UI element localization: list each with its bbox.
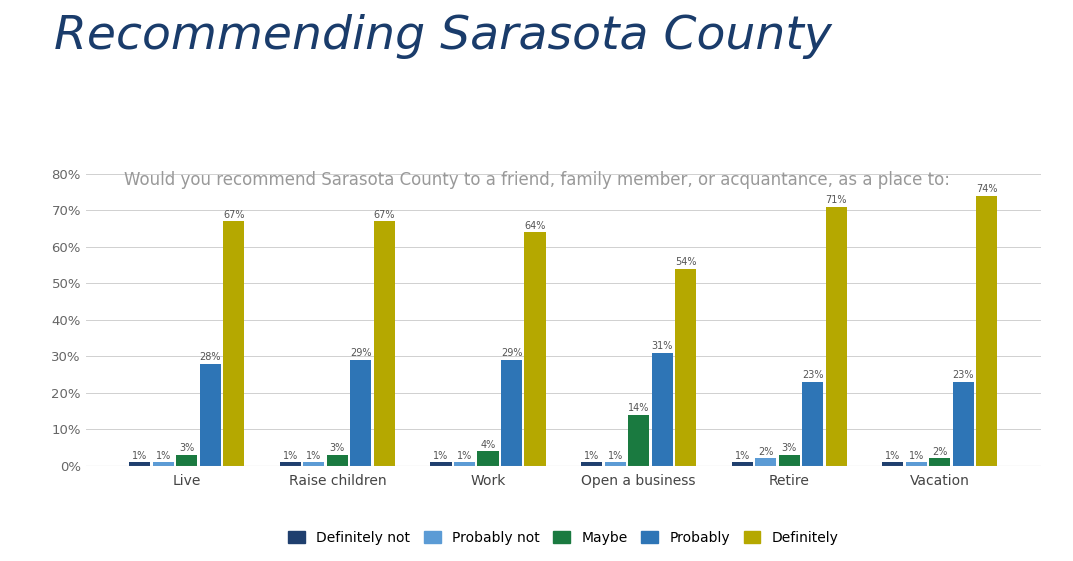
- Bar: [825, 206, 847, 466]
- Bar: [929, 458, 951, 466]
- Bar: [152, 462, 174, 466]
- Text: 1%: 1%: [885, 450, 900, 461]
- Text: 64%: 64%: [525, 221, 546, 231]
- Bar: [304, 462, 324, 466]
- Bar: [651, 353, 673, 466]
- Text: 2%: 2%: [932, 447, 947, 457]
- Bar: [327, 454, 348, 466]
- Text: 1%: 1%: [735, 450, 750, 461]
- Bar: [373, 221, 395, 466]
- Text: Would you recommend Sarasota County to a friend, family member, or acquantance, : Would you recommend Sarasota County to a…: [123, 171, 950, 189]
- Text: 1%: 1%: [306, 450, 322, 461]
- Bar: [200, 364, 221, 466]
- Text: 23%: 23%: [953, 370, 974, 380]
- Bar: [755, 458, 776, 466]
- Text: 1%: 1%: [132, 450, 147, 461]
- Bar: [803, 381, 823, 466]
- Bar: [501, 360, 523, 466]
- Bar: [129, 462, 150, 466]
- Bar: [280, 462, 302, 466]
- Text: 14%: 14%: [628, 403, 649, 413]
- Text: 3%: 3%: [179, 443, 194, 453]
- Bar: [732, 462, 753, 466]
- Text: 1%: 1%: [607, 450, 622, 461]
- Bar: [906, 462, 927, 466]
- Text: 54%: 54%: [675, 257, 696, 267]
- Bar: [477, 451, 499, 466]
- Text: 1%: 1%: [156, 450, 171, 461]
- Bar: [953, 381, 974, 466]
- Text: 1%: 1%: [584, 450, 599, 461]
- Bar: [430, 462, 452, 466]
- Bar: [525, 232, 545, 466]
- Text: 4%: 4%: [481, 440, 496, 449]
- Text: 23%: 23%: [802, 370, 823, 380]
- Text: Recommending Sarasota County: Recommending Sarasota County: [54, 14, 832, 59]
- Bar: [351, 360, 371, 466]
- Legend: Definitely not, Probably not, Maybe, Probably, Definitely: Definitely not, Probably not, Maybe, Pro…: [283, 525, 843, 550]
- Text: 71%: 71%: [825, 195, 847, 205]
- Text: 29%: 29%: [350, 348, 371, 358]
- Bar: [779, 454, 799, 466]
- Text: 1%: 1%: [283, 450, 298, 461]
- Text: 67%: 67%: [223, 210, 245, 220]
- Text: 3%: 3%: [329, 443, 346, 453]
- Text: 1%: 1%: [909, 450, 924, 461]
- Bar: [223, 221, 245, 466]
- Bar: [454, 462, 475, 466]
- Text: 31%: 31%: [651, 341, 673, 351]
- Text: 1%: 1%: [457, 450, 472, 461]
- Bar: [628, 415, 649, 466]
- Bar: [675, 269, 696, 466]
- Text: 3%: 3%: [781, 443, 797, 453]
- Bar: [604, 462, 626, 466]
- Bar: [176, 454, 197, 466]
- Text: 29%: 29%: [501, 348, 523, 358]
- Text: 1%: 1%: [433, 450, 449, 461]
- Text: 67%: 67%: [373, 210, 395, 220]
- Text: 28%: 28%: [200, 352, 221, 362]
- Bar: [976, 196, 998, 466]
- Text: 74%: 74%: [976, 185, 998, 194]
- Bar: [582, 462, 602, 466]
- Bar: [882, 462, 903, 466]
- Text: 2%: 2%: [758, 447, 774, 457]
